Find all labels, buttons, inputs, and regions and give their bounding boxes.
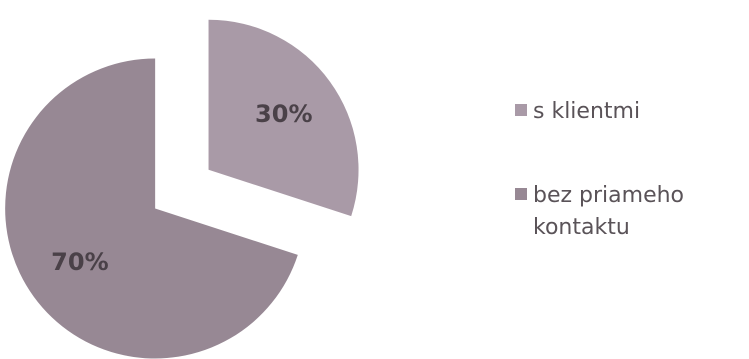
pie-slice-bez-priameho-kontaktu [5,58,298,359]
legend-swatch-s-klientmi [515,104,527,116]
legend: s klientmi bez priameho kontaktu [515,96,745,244]
pie-slice-s-klientmi [208,19,359,217]
legend-item-bez-priameho-kontaktu: bez priameho kontaktu [515,180,745,244]
pie-chart: 30% 70% [5,19,359,359]
data-label-s-klientmi: 30% [255,100,312,128]
legend-label-bez-priameho-kontaktu: bez priameho kontaktu [533,183,685,240]
legend-item-s-klientmi: s klientmi [515,96,745,128]
legend-label-s-klientmi: s klientmi [533,99,641,124]
data-label-bez-priameho-kontaktu: 70% [51,248,108,276]
legend-swatch-bez-priameho-kontaktu [515,188,527,200]
